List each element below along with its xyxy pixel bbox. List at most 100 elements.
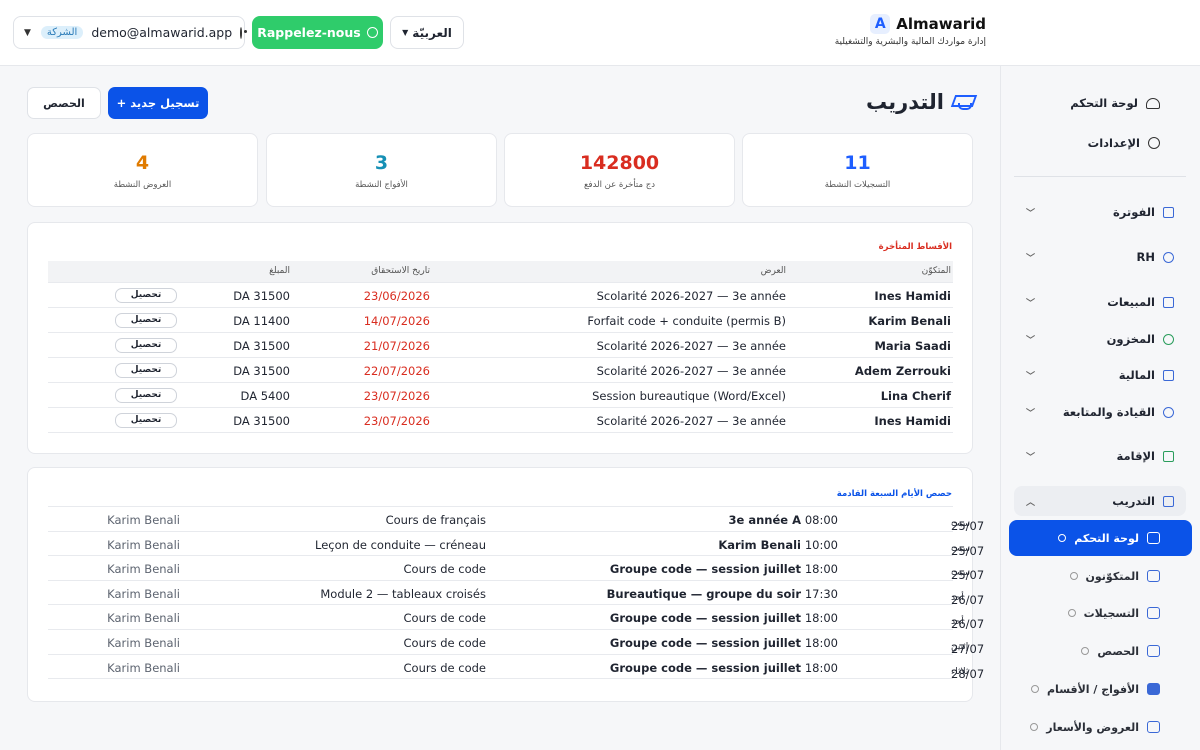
info-icon [1067,609,1076,617]
sidebar-item-label: العروض والأسعار [1046,720,1139,734]
sidebar-group-monitoring[interactable]: ﹀ القيادة والمتابعة [1014,397,1186,427]
cell-amount: DA 5400 [240,389,290,403]
sidebar-item-label: التسجيلات [1083,606,1139,620]
collect-button[interactable]: تحصيل [115,388,177,403]
day-date: 27/07 [951,641,985,656]
invoice-icon [1163,206,1174,218]
day-date: 28/07 [951,666,985,681]
stat-value: 11 [844,152,871,174]
sessions-button[interactable]: الحصص [27,87,101,119]
chevron-down-icon: ﹀ [1026,408,1036,419]
collect-button[interactable]: تحصيل [115,338,177,353]
cell-group: 3e année A [728,513,801,527]
sidebar-item-training-dashboard[interactable]: لوحة التحكم [1009,520,1192,556]
collect-button[interactable]: تحصيل [115,288,177,303]
cell-trainee: Adem Zerrouki [854,364,951,378]
page-title: التدريب [866,90,974,114]
cell-teacher: Karim Benali [107,660,180,675]
info-icon [1030,723,1039,731]
stat-value: 4 [135,152,150,174]
sidebar-group-label: الفوترة [1112,205,1155,219]
day-name: أحد [951,592,964,603]
cell-teacher: Karim Benali [107,635,180,650]
overdue-title: الأقساط المتأخرة [878,242,952,252]
day-name: إثنين [951,641,969,652]
cell-group: Karim Benali [718,537,801,552]
cell-due-date: 21/07/2026 [363,339,430,353]
overdue-table: المتكوّن العرض تاريخ الاستحقاق المبلغ In… [48,261,953,433]
table-header: المتكوّن العرض تاريخ الاستحقاق المبلغ [48,261,953,283]
divider [1014,176,1186,177]
cell-teacher: Karim Benali [107,562,180,577]
user-email: demo@almawarid.app [91,25,233,40]
table-row: أحد 26/07 17:30 Bureautique — groupe du … [48,581,984,607]
sidebar-group-training[interactable]: ︿ التدريب [1014,486,1186,516]
sidebar-group-sales[interactable]: ﹀ المبيعات [1014,287,1186,317]
cell-time: 18:00 [804,635,838,650]
stat-card-active-offers: 4 العروض النشطة [27,133,258,207]
users-icon [1163,251,1174,263]
cell-amount: DA 31500 [233,339,290,353]
cell-trainee: Ines Hamidi [874,289,951,303]
day-date: 26/07 [951,617,985,632]
cell-due-date: 14/07/2026 [363,314,430,328]
sidebar-item-sessions[interactable]: الحصص [1009,633,1192,669]
day-name: ثلاثاء [951,666,969,677]
collect-button[interactable]: تحصيل [115,313,177,328]
cell-due-date: 22/07/2026 [363,364,430,378]
callback-label: Rappelez-nous [257,25,361,40]
table-row: سبت 25/07 08:00 3e année A Cours de fran… [48,507,984,533]
brand: A Almawarid إدارة مواردك المالية والبشري… [835,14,986,47]
column-header-amount: المبلغ [269,266,290,276]
sidebar-group-label: القيادة والمتابعة [1062,405,1155,419]
sidebar-item-groups[interactable]: الأفواج / الأقسام [1009,671,1192,707]
chevron-down-icon: ﹀ [1026,335,1036,346]
cell-trainee: Ines Hamidi [874,414,951,428]
table-row: ثلاثاء 28/07 18:00 Groupe code — session… [48,655,984,681]
sidebar-item-settings[interactable]: الإعدادات [1088,136,1160,150]
sidebar-item-enrollments[interactable]: التسجيلات [1009,595,1192,631]
column-header-due-date: تاريخ الاستحقاق [371,266,430,276]
table-row: Adem Zerrouki Scolarité 2026-2027 — 3e a… [48,358,953,383]
sidebar-item-label: الحصص [1097,644,1139,658]
cell-course: Leçon de conduite — créneau [314,537,486,552]
sidebar-group-label: المبيعات [1107,295,1155,309]
cell-time: 17:30 [804,586,838,601]
chevron-down-icon: ▼ [402,28,409,37]
sidebar-item-offers[interactable]: العروض والأسعار [1009,709,1192,745]
cell-time: 18:00 [804,562,838,577]
stat-card-active-groups: 3 الأفواج النشطة [266,133,497,207]
stat-value: 3 [374,152,389,174]
sidebar-group-hr[interactable]: ﹀ RH [1014,242,1186,272]
sidebar-group-inventory[interactable]: ﹀ المخزون [1014,324,1186,354]
sidebar-group-residence[interactable]: ﹀ الإقامة [1014,441,1186,471]
sidebar-group-billing[interactable]: ﹀ الفوترة [1014,197,1186,227]
new-enrollment-button[interactable]: + تسجيل جديد [108,87,208,119]
cell-teacher: Karim Benali [107,513,180,527]
brand-tagline: إدارة مواردك المالية والبشرية والتشغيلية [834,37,986,47]
sidebar-item-trainees[interactable]: المتكوّنون [1009,558,1192,594]
cell-course: Module 2 — tableaux croisés [320,586,486,601]
day-date: 26/07 [951,592,985,607]
cell-teacher: Karim Benali [107,586,180,601]
sidebar: لوحة التحكم الإعدادات ﹀ الفوترة ﹀ RH ﹀ ا… [1000,66,1200,750]
chevron-down-icon: ﹀ [1026,298,1036,309]
collect-button[interactable]: تحصيل [115,413,177,428]
cell-due-date: 23/07/2026 [363,389,430,403]
table-row: سبت 25/07 10:00 Karim Benali Leçon de co… [48,532,984,558]
user-menu[interactable]: ▼ الشركة demo@almawarid.app [13,16,248,49]
sidebar-group-finance[interactable]: ﹀ المالية [1014,360,1186,390]
callback-button[interactable]: Rappelez-nous [252,16,383,49]
stat-label: العروض النشطة [113,180,172,190]
cell-amount: DA 11400 [233,314,290,328]
check-circle-icon [366,27,378,38]
cell-course: Cours de code [403,611,487,626]
language-select[interactable]: ▼ العربيّة [390,16,464,49]
sidebar-group-label: المالية [1118,368,1155,382]
day-date: 25/07 [951,543,985,558]
stat-label: دج متأخرة عن الدفع [583,180,656,190]
collect-button[interactable]: تحصيل [115,363,177,378]
company-badge: الشركة [40,26,84,39]
cell-time: 08:00 [804,513,838,527]
sidebar-item-dashboard[interactable]: لوحة التحكم [1070,96,1160,110]
